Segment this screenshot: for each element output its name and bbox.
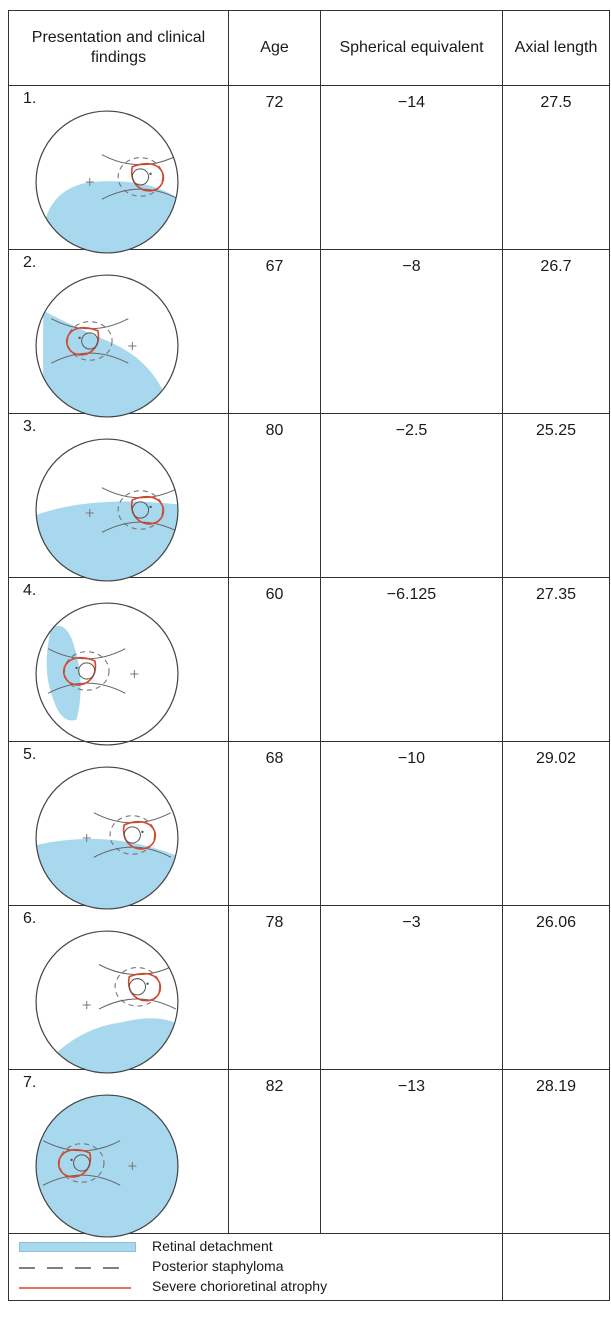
fundus-diagram <box>35 1094 179 1238</box>
optic-disc-group <box>93 812 172 858</box>
case-age: 72 <box>228 85 321 250</box>
case-spherical-equivalent: −2.5 <box>320 413 503 578</box>
case-figure-cell: 3. <box>8 413 229 582</box>
fovea-marker <box>128 1161 137 1171</box>
case-age: 68 <box>228 741 321 906</box>
case-row: 6. 78 −3 26.06 <box>8 905 610 1074</box>
legend-item-staphyloma: Posterior staphyloma <box>19 1256 284 1276</box>
case-spherical-equivalent: −3 <box>320 905 503 1070</box>
staphyloma-swatch <box>19 1256 134 1276</box>
optic-disc <box>81 332 99 350</box>
case-spherical-equivalent: −6.125 <box>320 577 503 742</box>
case-row: 5. 68 −10 29.02 <box>8 741 610 910</box>
case-spherical-equivalent: −10 <box>320 741 503 906</box>
optic-disc <box>123 826 141 844</box>
optic-disc-group <box>101 154 178 200</box>
case-label: 2. <box>23 254 37 271</box>
fundus-diagram <box>35 930 179 1074</box>
case-axial-length: 27.5 <box>502 85 610 250</box>
fundus-diagram <box>35 766 179 910</box>
optic-disc <box>131 501 150 519</box>
atrophy-swatch <box>19 1276 134 1296</box>
case-age: 78 <box>228 905 321 1070</box>
case-spherical-equivalent: −8 <box>320 249 503 414</box>
legend-blank-cell <box>502 1233 610 1301</box>
findings-table: Presentation and clinical findings Age S… <box>8 10 610 1301</box>
fovea-marker <box>82 833 91 843</box>
fovea-marker <box>128 341 137 351</box>
optic-disc-group <box>47 648 126 694</box>
case-figure-cell: 5. <box>8 741 229 910</box>
case-axial-length: 29.02 <box>502 741 610 906</box>
case-label: 6. <box>23 910 37 927</box>
case-figure-cell: 4. <box>8 577 229 746</box>
atrophy-outline <box>127 972 162 1002</box>
optic-disc-group <box>42 1140 121 1186</box>
header-age: Age <box>228 10 321 86</box>
fovea-marker <box>82 1000 91 1010</box>
header-spherical-equivalent: Spherical equivalent <box>320 10 503 86</box>
optic-disc <box>73 1154 91 1172</box>
case-age: 67 <box>228 249 321 414</box>
fundus-diagram <box>35 274 179 418</box>
case-figure-cell: 1. <box>8 85 229 254</box>
header-presentation: Presentation and clinical findings <box>8 10 229 86</box>
case-spherical-equivalent: −14 <box>320 85 503 250</box>
case-row: 2. 67 −8 26.7 <box>8 249 610 418</box>
case-axial-length: 28.19 <box>502 1069 610 1234</box>
case-figure-cell: 2. <box>8 249 229 418</box>
fovea-marker <box>130 669 139 679</box>
legend-item-detachment: Retinal detachment <box>19 1236 273 1256</box>
case-axial-length: 26.06 <box>502 905 610 1070</box>
case-age: 80 <box>228 413 321 578</box>
legend: Retinal detachment Posterior staphyloma … <box>8 1233 503 1301</box>
fovea-marker <box>85 508 94 518</box>
fundus-diagram <box>35 110 179 254</box>
case-spherical-equivalent: −13 <box>320 1069 503 1234</box>
case-row: 7. 82 −13 28.19 <box>8 1069 610 1238</box>
case-figure-cell: 6. <box>8 905 229 1074</box>
case-label: 5. <box>23 746 37 763</box>
fovea-marker <box>85 177 94 187</box>
optic-disc-group <box>51 318 129 364</box>
case-row: 1. 72 −14 27.5 <box>8 85 610 254</box>
detachment-swatch <box>19 1236 136 1256</box>
optic-disc-group <box>98 964 177 1010</box>
optic-disc <box>128 978 147 996</box>
case-row: 4. 60 −6.125 27.35 <box>8 577 610 746</box>
case-age: 82 <box>228 1069 321 1234</box>
fundus-diagram <box>35 438 179 582</box>
case-age: 60 <box>228 577 321 742</box>
case-axial-length: 26.7 <box>502 249 610 414</box>
fundus-diagram <box>35 602 179 746</box>
header-axial-length: Axial length <box>502 10 610 86</box>
case-figure-cell: 7. <box>8 1069 229 1238</box>
case-label: 7. <box>23 1074 37 1091</box>
legend-item-atrophy: Severe chorioretinal atrophy <box>19 1276 327 1296</box>
optic-disc-group <box>101 487 178 533</box>
legend-row: Retinal detachment Posterior staphyloma … <box>8 1233 610 1301</box>
case-axial-length: 27.35 <box>502 577 610 742</box>
optic-disc <box>78 662 96 680</box>
optic-disc <box>131 168 150 186</box>
case-axial-length: 25.25 <box>502 413 610 578</box>
case-label: 3. <box>23 418 37 435</box>
case-row: 3. 80 −2.5 25.25 <box>8 413 610 582</box>
case-label: 1. <box>23 90 37 107</box>
case-label: 4. <box>23 582 37 599</box>
header-row: Presentation and clinical findings Age S… <box>8 10 610 86</box>
